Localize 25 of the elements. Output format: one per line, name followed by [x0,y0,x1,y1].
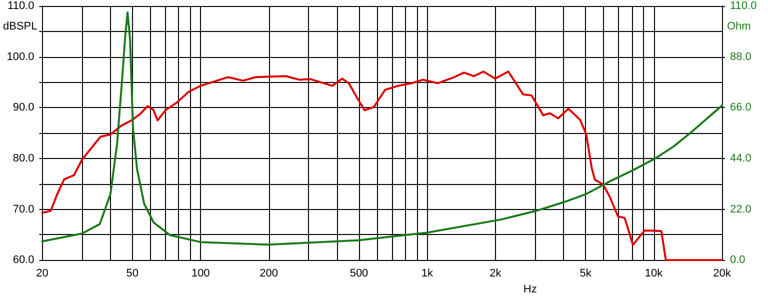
y-tick-label: 100.0 [6,50,34,63]
y-tick-label: 70.0 [12,203,34,216]
x-tick-label: 2k [490,268,502,280]
y2-tick-label: 22.0 [730,203,752,216]
x-tick-label: 50 [126,268,139,280]
x-axis-title: Hz [523,284,537,296]
y2-tick-label: 44.0 [730,152,752,164]
x-tick-label: 20 [36,268,48,280]
x-tick-label: 5k [580,268,592,280]
x-tick-label: 100 [191,268,210,280]
y-tick-label: 90.0 [12,102,34,114]
x-tick-label: 1k [421,268,434,280]
y-tick-label: 110.0 [8,0,34,12]
y2-tick-label: 88.0 [730,50,752,63]
y2-tick-label: 66.0 [730,102,752,114]
y-axis-title: dBSPL [2,20,38,32]
y-tick-label: 60.0 [12,254,34,266]
y2-tick-label: 0.0 [730,254,746,266]
x-tick-label: 200 [260,268,278,280]
x-tick-label: 10k [644,268,664,280]
x-tick-label: 500 [350,268,368,280]
y2-tick-label: 110.0 [730,0,757,12]
y2-axis-title: Ohm [727,20,751,32]
y-tick-label: 80.0 [12,152,34,164]
x-tick-label: 20k [713,268,732,280]
